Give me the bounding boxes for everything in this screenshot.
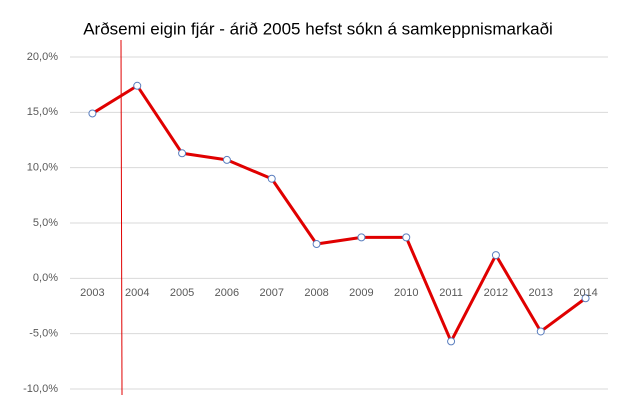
y-tick-label: 5,0% <box>33 217 58 229</box>
data-point <box>312 240 321 249</box>
data-point <box>88 109 97 118</box>
data-point <box>581 294 590 303</box>
data-point <box>536 327 545 336</box>
x-tick-label: 2005 <box>170 287 194 299</box>
data-point <box>222 155 231 164</box>
data-point <box>133 81 142 90</box>
x-tick-label: 2009 <box>349 287 373 299</box>
x-tick-label: 2013 <box>529 287 553 299</box>
grid <box>70 56 608 390</box>
x-tick-label: 2007 <box>260 287 284 299</box>
series-line <box>91 84 587 343</box>
data-point <box>491 251 500 260</box>
plot <box>88 81 590 346</box>
x-tick-label: 2003 <box>80 287 104 299</box>
data-point <box>357 233 366 242</box>
x-tick-label: 2014 <box>573 287 597 299</box>
y-tick-label: -10,0% <box>23 383 58 395</box>
y-tick-label: -5,0% <box>29 328 58 340</box>
x-tick-label: 2011 <box>439 287 463 299</box>
x-tick-label: 2012 <box>484 287 508 299</box>
x-tick-label: 2006 <box>215 287 239 299</box>
x-tick-label: 2004 <box>125 287 149 299</box>
y-tick-label: 0,0% <box>33 272 58 284</box>
x-tick-label: 2010 <box>394 287 418 299</box>
chart-title: Arðsemi eigin fjár - árið 2005 hefst sók… <box>83 19 553 38</box>
x-tick-label: 2008 <box>304 287 328 299</box>
annotation-line <box>120 39 123 396</box>
y-tick-label: 20,0% <box>27 51 58 63</box>
data-point <box>178 149 187 158</box>
data-point <box>402 233 411 242</box>
y-tick-label: 10,0% <box>27 162 58 174</box>
data-point <box>447 337 456 346</box>
data-point <box>267 174 276 183</box>
y-tick-label: 15,0% <box>27 106 58 118</box>
